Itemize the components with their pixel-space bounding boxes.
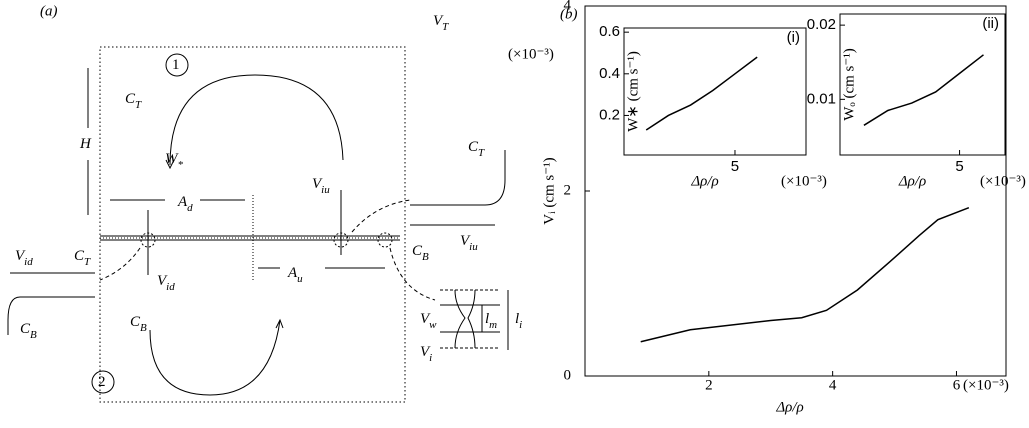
x-multiplier: (×10⁻³) — [980, 173, 1026, 189]
y-tick-label: 0.01 — [807, 90, 836, 107]
y-tick-label: 0 — [564, 367, 572, 383]
page: {"panel_a":{"label":"(a)","labels":[ {"m… — [0, 0, 1029, 428]
label-sub: * — [178, 159, 184, 171]
diagram-label: Vi — [420, 344, 432, 363]
diagram-label: Ad — [177, 194, 193, 213]
data-line — [646, 57, 757, 130]
diagram-label: CB — [130, 314, 147, 333]
y-tick-label: 0.4 — [599, 65, 620, 82]
x-tick-label: 5 — [955, 158, 963, 175]
label-sub: u — [297, 273, 303, 285]
x-tick-label: 4 — [829, 377, 837, 393]
label-sub: id — [166, 281, 175, 293]
diagram-label: W* — [165, 151, 184, 170]
diagram-label: H — [79, 136, 92, 152]
label-main: 1 — [172, 57, 180, 73]
arrow — [352, 200, 410, 232]
inset-label: (i) — [787, 29, 800, 46]
plot-frame — [624, 28, 806, 155]
data-line — [641, 208, 969, 342]
diagram-label: CT — [125, 91, 142, 110]
y-tick-label: 0.02 — [807, 16, 836, 33]
arrow — [100, 248, 140, 280]
y-axis-label: Vᵢ (cm s⁻¹) — [541, 157, 557, 224]
label-sub: B — [422, 251, 429, 263]
label-sub: i — [519, 319, 522, 331]
diagram-label: CT — [468, 139, 485, 158]
label-sub: B — [140, 322, 147, 334]
label-sub: T — [478, 147, 485, 159]
label-sub: T — [84, 256, 91, 268]
x-axis-label: Δρ/ρ — [690, 173, 718, 189]
label-sub: i — [429, 352, 432, 364]
diagram-label: VT — [433, 13, 449, 32]
label-sub: B — [30, 329, 37, 341]
x-axis-label: Δρ/ρ — [775, 399, 803, 415]
profile — [410, 150, 505, 205]
diagram-label: li — [515, 311, 522, 330]
diagram — [8, 47, 508, 402]
interface-shape — [455, 290, 475, 348]
x-tick-label: 6 — [953, 377, 961, 393]
plot-frame — [585, 6, 1006, 376]
diagram-label: CB — [20, 321, 37, 340]
plot-frame — [840, 14, 1005, 155]
x-multiplier: (×10⁻³) — [781, 173, 827, 189]
label-sub: d — [187, 202, 193, 214]
y-tick-label: 2 — [564, 182, 572, 198]
panel-label: (b) — [560, 6, 578, 22]
diagram-label: Viu — [312, 176, 330, 195]
inset-label: (ii) — [982, 15, 999, 32]
y-axis-label: W∗ (cm s⁻¹) — [625, 51, 641, 132]
y-axis-label: Wₒ (cm s⁻¹) — [841, 48, 857, 121]
label-sub: id — [24, 256, 33, 268]
diagram-label: Viu — [460, 233, 478, 252]
diagram-label: CT — [74, 248, 91, 267]
diagram-label: Vw — [420, 311, 437, 330]
x-tick-label: 5 — [731, 158, 739, 175]
diagram-label: lm — [485, 311, 497, 330]
x-axis-label: Δρ/ρ — [898, 173, 926, 189]
y-multiplier: (×10⁻³) — [508, 46, 554, 62]
diagram-label: CB — [412, 243, 429, 262]
y-tick-label: 0.2 — [599, 106, 620, 123]
label-sub: T — [135, 99, 142, 111]
figure: (a) 12VTCTHW*AdViuCTCBViuVidCTVidAuCBCBV… — [0, 0, 1029, 423]
label-sub: T — [442, 21, 449, 33]
diagram-label: 2 — [98, 374, 106, 390]
diagram-label: Au — [287, 265, 303, 284]
diagram-label: 1 — [172, 57, 180, 73]
diagram-label: Vid — [15, 248, 33, 267]
label-sub: w — [429, 319, 437, 331]
x-multiplier: (×10⁻³) — [963, 377, 1009, 393]
arc — [170, 75, 343, 165]
x-tick-label: 2 — [705, 377, 713, 393]
label-main: 2 — [98, 374, 106, 390]
y-tick-label: 0.6 — [599, 23, 620, 40]
label-main: H — [79, 136, 92, 152]
label-sub: iu — [321, 184, 330, 196]
label-sub: m — [489, 319, 497, 331]
data-line — [864, 55, 984, 126]
diagram-label: Vid — [157, 273, 175, 292]
label-sub: iu — [469, 241, 478, 253]
panel-label: (a) — [40, 3, 58, 19]
arc — [150, 320, 280, 395]
